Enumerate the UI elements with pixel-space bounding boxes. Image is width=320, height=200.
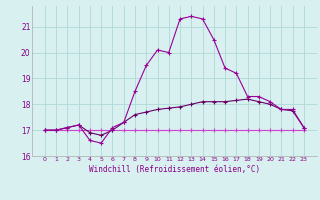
X-axis label: Windchill (Refroidissement éolien,°C): Windchill (Refroidissement éolien,°C) — [89, 165, 260, 174]
